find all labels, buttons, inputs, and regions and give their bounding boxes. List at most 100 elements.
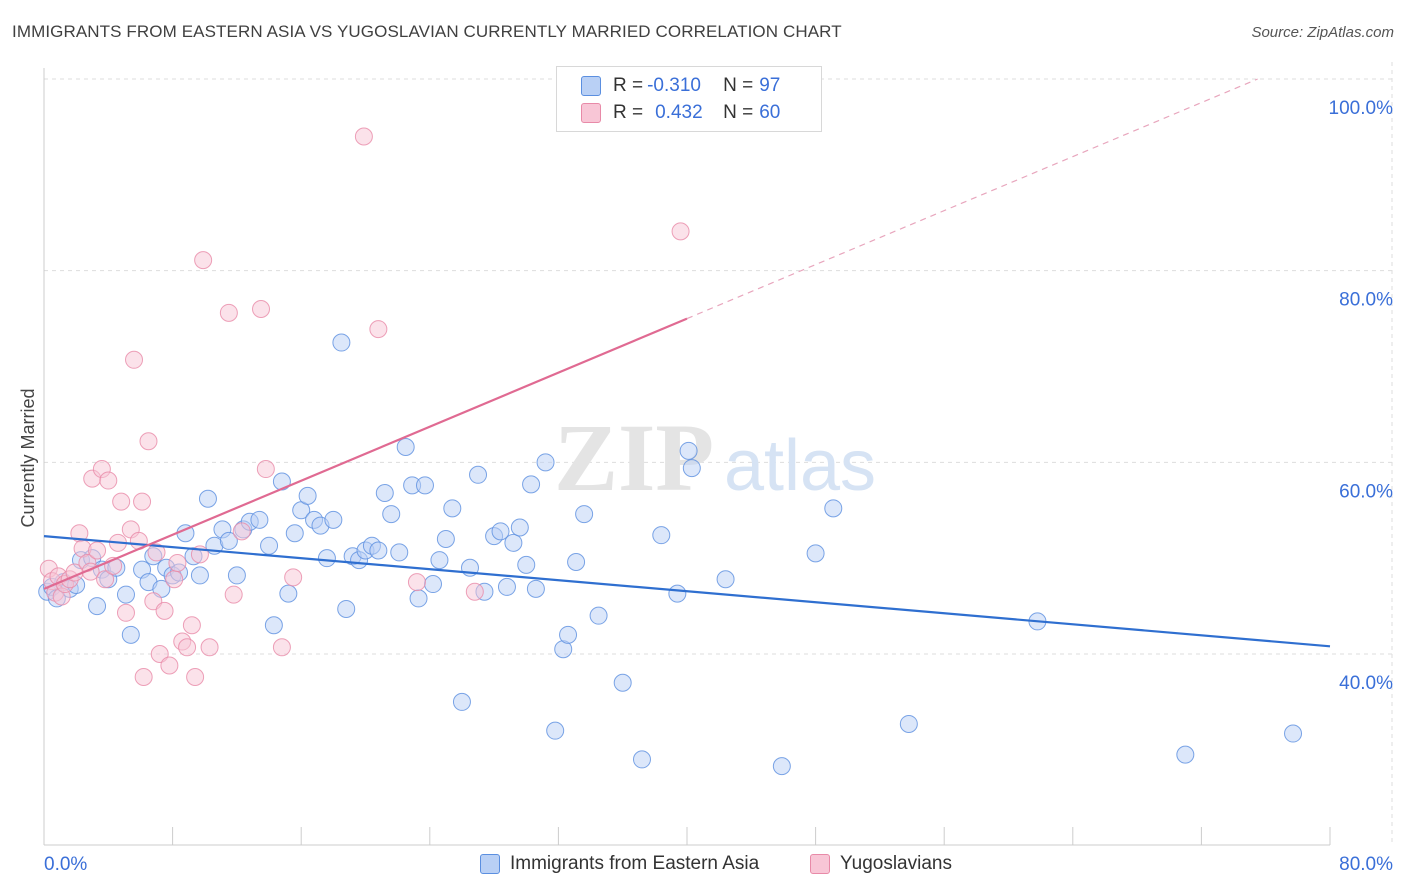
pink-point (160, 656, 179, 675)
blue-point (250, 510, 269, 529)
chart-title: IMMIGRANTS FROM EASTERN ASIA VS YUGOSLAV… (12, 22, 842, 41)
legend-r-value: 0.432 (655, 102, 703, 123)
pink-point (284, 568, 303, 587)
bottom-legend-swatch-pink (810, 854, 830, 874)
pink-point (139, 432, 158, 451)
blue-point (517, 555, 536, 574)
pink-point (369, 320, 388, 339)
blue-point (491, 522, 510, 541)
labels-layer: 40.0% 60.0% 80.0% 100.0% 0.0% 80.0% Currently … (18, 98, 1393, 875)
watermark: ZIP atlas (554, 404, 876, 511)
blue-point (567, 553, 586, 571)
blue-point (589, 606, 608, 625)
blue-point (190, 566, 209, 585)
legend-r-value: -0.310 (647, 75, 701, 96)
legend-swatch-blue (581, 76, 601, 96)
blue-point (198, 489, 217, 508)
blue-point (219, 531, 238, 550)
blue-point (390, 543, 409, 562)
bottom-legend-pink: Yugoslavians (810, 850, 952, 878)
blue-point (264, 616, 283, 635)
legend-row-blue: R = -0.310 N = 97 (581, 74, 780, 98)
pink-point (465, 582, 484, 601)
blue-point (430, 551, 449, 570)
chart-source: Source: ZipAtlas.com (1251, 24, 1394, 41)
blue-point (806, 544, 825, 563)
pink-point (178, 638, 197, 657)
blue-point (324, 510, 343, 529)
legend-row-pink: R = 0.432 N = 60 (581, 101, 780, 125)
pink-point (182, 616, 201, 635)
blue-point (279, 584, 298, 603)
blue-point (375, 484, 394, 502)
blue-point (116, 585, 135, 604)
pink-point (200, 638, 219, 657)
pink-point (252, 300, 271, 318)
blue-point (469, 465, 488, 484)
blue-point (121, 625, 140, 644)
y-tick-label: 100.0% (1329, 98, 1394, 119)
points-layer (38, 127, 1303, 776)
y-axis-label: Currently Married (18, 388, 38, 527)
pink-point (168, 553, 187, 572)
axes-layer (43, 68, 1331, 846)
blue-point (536, 453, 555, 472)
blue-point (497, 577, 516, 596)
blue-point (424, 575, 443, 594)
blue-point (772, 757, 791, 776)
pink-point (133, 492, 152, 511)
grid-layer (44, 62, 1393, 845)
correlation-legend: R = -0.310 N = 97 R = 0.432 N = 60 (556, 66, 822, 132)
pink-point (147, 543, 166, 562)
pink-point (186, 668, 205, 686)
watermark-atlas: atlas (724, 426, 876, 506)
pink-point (407, 573, 426, 592)
blue-point (575, 505, 594, 524)
blue-point (679, 441, 698, 460)
legend-r-label: R = (613, 102, 644, 123)
pink-point (256, 460, 275, 479)
blue-point (415, 476, 434, 495)
blue-point (409, 589, 428, 608)
blue-point (1284, 724, 1303, 743)
blue-point (652, 526, 671, 545)
legend-n-value: 60 (759, 102, 781, 123)
blue-point (632, 750, 651, 769)
x-tick-label: 0.0% (44, 854, 87, 875)
pink-trend-extension (686, 78, 1258, 320)
y-tick-label: 60.0% (1339, 481, 1393, 502)
blue-point (260, 536, 279, 555)
y-tick-label: 80.0% (1339, 290, 1393, 311)
pink-point (165, 570, 184, 589)
blue-point (452, 692, 471, 711)
legend-r-label: R = (613, 75, 644, 96)
pink-point (224, 585, 243, 604)
pink-point (134, 668, 153, 686)
legend-n-label: N = (723, 102, 754, 123)
blue-point (298, 486, 317, 505)
blue-point (285, 524, 304, 543)
blue-point (396, 438, 415, 456)
blue-point (88, 597, 107, 616)
legend-swatch-pink (581, 103, 601, 123)
pink-point (112, 492, 131, 511)
bottom-legend-blue: Immigrants from Eastern Asia (480, 850, 759, 878)
blue-point (668, 584, 687, 603)
blue-trend-line (43, 535, 1331, 648)
blue-point (522, 475, 541, 494)
pink-point (354, 127, 373, 146)
pink-point (116, 603, 135, 622)
x-tick-label: 80.0% (1339, 854, 1393, 875)
blue-point (337, 599, 356, 618)
trend-layer (43, 78, 1331, 648)
pink-point (150, 645, 169, 663)
blue-point (332, 333, 351, 352)
bottom-legend-swatch-blue (480, 854, 500, 874)
pink-point (194, 251, 213, 270)
blue-point (546, 721, 565, 740)
pink-point (219, 303, 238, 322)
blue-point (510, 518, 529, 537)
blue-point (899, 714, 918, 733)
blue-point (526, 579, 545, 598)
